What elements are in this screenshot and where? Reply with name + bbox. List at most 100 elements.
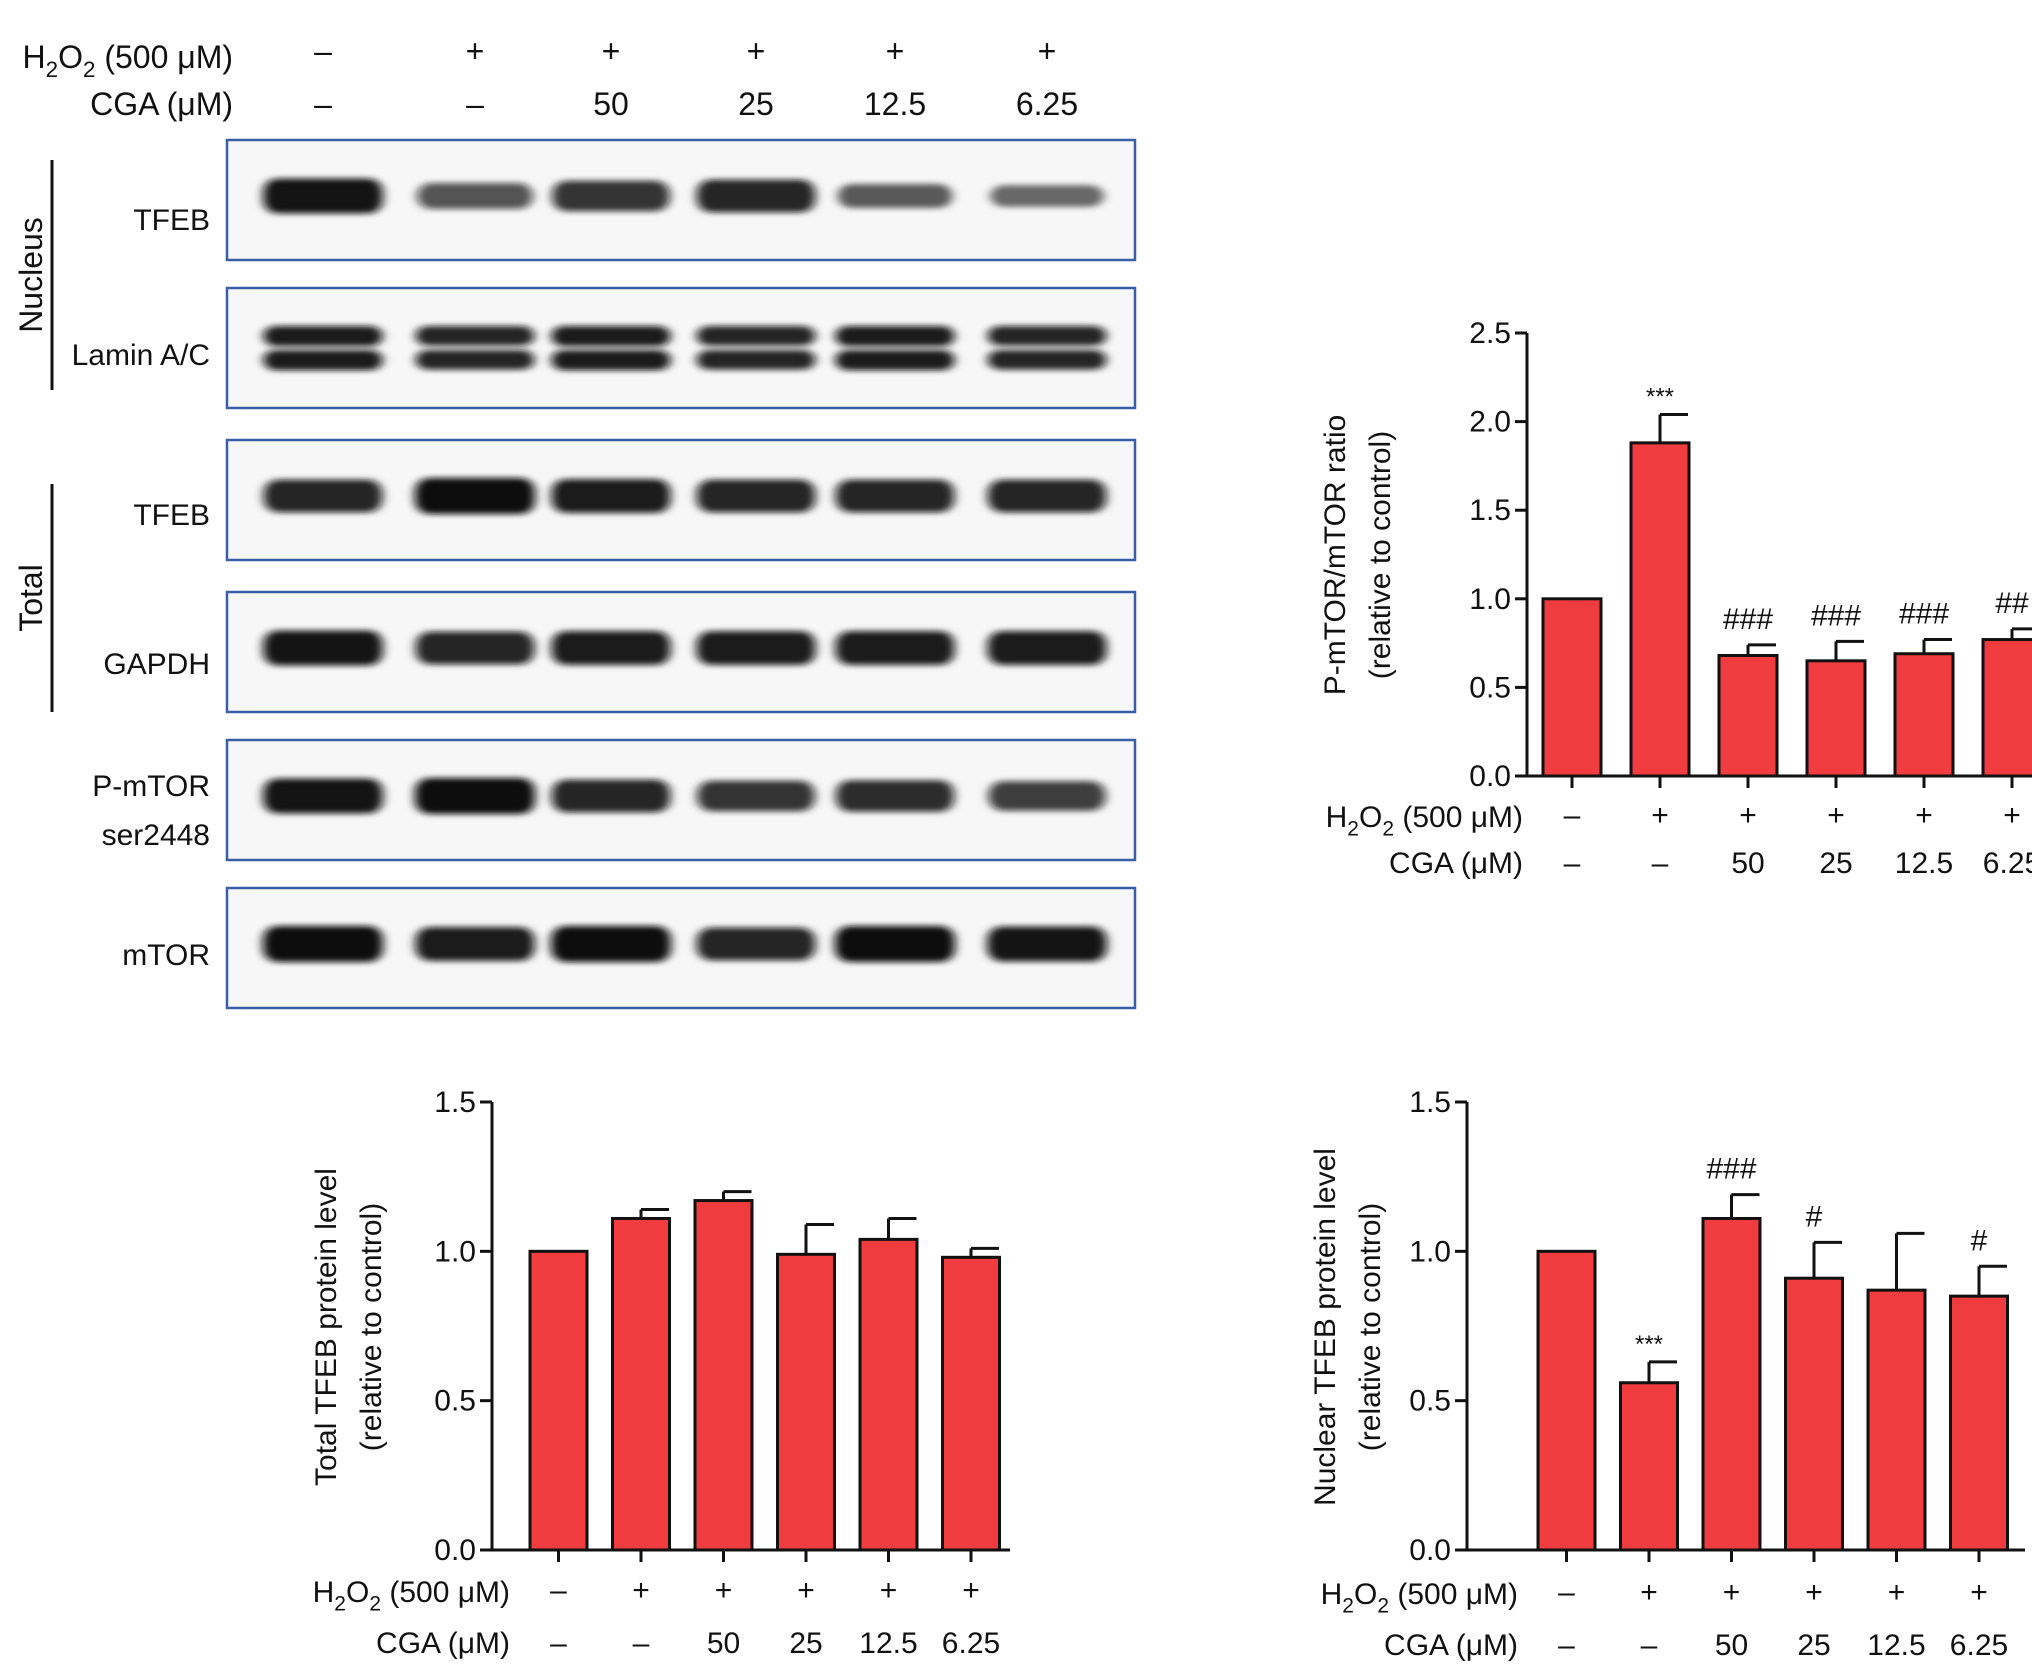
bar xyxy=(1805,659,1867,778)
cga-dose: 50 xyxy=(707,1627,740,1660)
cga-lane-dose: 25 xyxy=(738,86,774,122)
y-tick-label: 0.0 xyxy=(1409,1534,1451,1567)
blot-band xyxy=(697,780,815,812)
bar xyxy=(1784,1276,1844,1552)
blot-row-label: ser2448 xyxy=(102,819,210,852)
blot-band xyxy=(696,350,816,370)
blot-band xyxy=(415,478,535,514)
cga-dose: 25 xyxy=(1797,1629,1830,1662)
significance-annotation: ### xyxy=(1899,598,1949,631)
bar xyxy=(1629,441,1691,778)
cga-dose: – xyxy=(1558,1629,1575,1662)
significance-annotation: # xyxy=(1806,1200,1823,1233)
blot-band xyxy=(987,631,1107,665)
blot-band xyxy=(263,350,383,371)
cga-dose: 25 xyxy=(1819,847,1852,880)
significance-annotation: *** xyxy=(1646,384,1674,411)
bar xyxy=(858,1237,919,1552)
blot-band xyxy=(415,631,535,665)
chart-nuclear-tfeb: 0.0 0.5 1.0 1.5 Nuclear TFEB protein level (r… xyxy=(1309,1086,2025,1662)
blot-band xyxy=(551,479,671,513)
bar xyxy=(941,1255,1001,1552)
cga-dose: – xyxy=(550,1627,567,1660)
blot-band xyxy=(696,326,816,346)
cga-lane-dose: 6.25 xyxy=(1016,86,1078,122)
blot-band xyxy=(836,780,954,812)
blot-band xyxy=(987,350,1107,370)
blot-band xyxy=(551,350,671,371)
group-label-nucleus: Nucleus xyxy=(13,217,49,333)
cga-dose: 25 xyxy=(789,1627,822,1660)
h2o2-sign: – xyxy=(550,1574,567,1607)
y-tick-label: 2.0 xyxy=(1469,406,1511,439)
bar-charts: 0.0 0.5 1.0 1.5 2.0 2.5 P-mTOR/mTOR ratio (rela… xyxy=(310,317,2032,1662)
h2o2-sign: + xyxy=(1805,1576,1823,1609)
y-tick-label: 1.5 xyxy=(1409,1086,1451,1119)
y-axis-label: (relative to control) xyxy=(1364,431,1397,679)
bar xyxy=(1536,1249,1597,1552)
blot-band xyxy=(415,927,535,961)
h2o2-lane-sign: + xyxy=(747,33,766,69)
significance-annotation: ### xyxy=(1811,599,1861,632)
h2o2-sign: + xyxy=(1723,1576,1741,1609)
y-tick-label: 0.5 xyxy=(1469,671,1511,704)
blot-band xyxy=(263,630,383,666)
blot-band xyxy=(551,926,671,962)
y-tick-label: 1.0 xyxy=(434,1235,476,1268)
blot-band xyxy=(990,185,1104,207)
bar xyxy=(1949,1294,2009,1552)
h2o2-sign: – xyxy=(1564,799,1581,832)
blot-band xyxy=(415,326,535,346)
cga-row-label: CGA (μM) xyxy=(1384,1629,1518,1662)
blot-band xyxy=(696,927,816,961)
h2o2-lane-sign: + xyxy=(886,33,905,69)
h2o2-row-label: H2O2 (500 μM) xyxy=(23,39,233,82)
y-axis-label: Nuclear TFEB protein level xyxy=(1309,1148,1342,1506)
blot-band xyxy=(696,179,816,213)
y-tick-label: 2.5 xyxy=(1469,317,1511,350)
cga-row-label: CGA (μM) xyxy=(90,86,233,122)
cga-row-label: CGA (μM) xyxy=(376,1627,510,1660)
blot-band xyxy=(552,180,670,212)
blot-band xyxy=(415,778,535,814)
bar xyxy=(1701,1216,1762,1552)
cga-dose: 50 xyxy=(1715,1629,1748,1662)
blot-panel xyxy=(225,438,1137,562)
blot-band xyxy=(835,350,955,371)
significance-annotation: ### xyxy=(1723,603,1773,636)
bar xyxy=(611,1216,671,1552)
h2o2-sign: + xyxy=(1640,1576,1658,1609)
h2o2-sign: + xyxy=(1651,799,1669,832)
h2o2-sign: + xyxy=(1915,799,1933,832)
y-tick-label: 0.0 xyxy=(1469,760,1511,793)
blot-band xyxy=(696,479,816,513)
h2o2-sign: + xyxy=(1970,1576,1988,1609)
blot-panel xyxy=(225,138,1137,262)
y-tick-label: 1.0 xyxy=(1409,1235,1451,1268)
h2o2-sign: + xyxy=(1888,1576,1906,1609)
blot-row-label: P-mTOR xyxy=(92,770,210,803)
y-tick-label: 1.5 xyxy=(1469,494,1511,527)
bar xyxy=(1717,654,1779,778)
blot-row-label: TFEB xyxy=(133,204,210,237)
y-tick-label: 0.5 xyxy=(1409,1385,1451,1418)
chart-total-tfeb: 0.0 0.5 1.0 1.5 Total TFEB protein level (rel… xyxy=(310,1086,1010,1660)
blot-band xyxy=(835,479,955,513)
h2o2-sign: + xyxy=(962,1574,980,1607)
blot-band xyxy=(415,350,535,370)
h2o2-row-label: H2O2 (500 μM) xyxy=(1326,801,1523,840)
significance-annotation: # xyxy=(1971,1224,1988,1257)
h2o2-row-label: H2O2 (500 μM) xyxy=(1321,1578,1518,1617)
blot-band xyxy=(551,631,671,665)
bar xyxy=(1866,1288,1927,1552)
blot-band xyxy=(263,178,383,214)
h2o2-sign: + xyxy=(715,1574,733,1607)
significance-annotation: *** xyxy=(1635,1331,1663,1358)
blot-panel xyxy=(225,590,1137,714)
bar xyxy=(776,1252,836,1552)
blot-band xyxy=(988,781,1106,811)
significance-annotation: ## xyxy=(1995,587,2029,620)
bar xyxy=(1981,638,2032,778)
blot-panel xyxy=(225,738,1137,862)
significance-annotation: ### xyxy=(1706,1153,1756,1186)
